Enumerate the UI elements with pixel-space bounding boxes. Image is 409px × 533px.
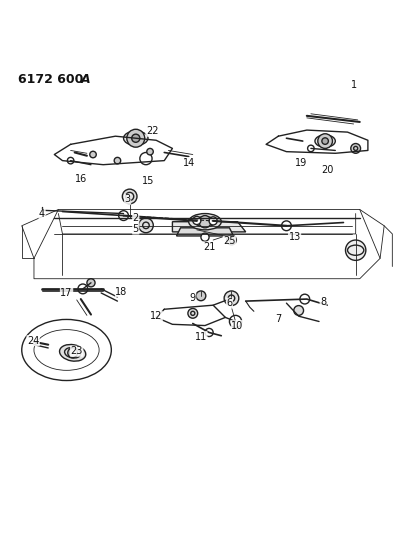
Text: 1: 1 [350,80,356,90]
Text: 5: 5 [133,224,139,234]
Text: 6172 600: 6172 600 [18,73,87,86]
Circle shape [138,218,153,233]
Circle shape [209,217,217,225]
Circle shape [146,148,153,155]
Text: 7: 7 [274,313,281,324]
Circle shape [226,235,236,245]
Text: 16: 16 [74,174,87,184]
Circle shape [67,157,74,164]
Text: 23: 23 [70,346,83,356]
Text: 17: 17 [60,288,72,298]
Circle shape [299,294,309,304]
Circle shape [87,279,95,287]
Text: 15: 15 [142,176,154,186]
Text: 8: 8 [319,297,326,308]
Text: 21: 21 [202,242,215,252]
Text: 14: 14 [182,158,194,168]
Circle shape [192,216,200,224]
Circle shape [293,305,303,316]
Text: 12: 12 [150,311,162,321]
Circle shape [224,291,238,305]
Circle shape [131,134,139,142]
Circle shape [229,316,241,328]
Circle shape [204,328,213,336]
Circle shape [90,151,96,158]
Text: 22: 22 [146,126,158,136]
Text: 24: 24 [27,336,39,345]
Circle shape [67,348,77,358]
Text: 25: 25 [222,236,235,246]
Circle shape [126,130,144,147]
Ellipse shape [188,214,221,230]
Circle shape [78,284,88,294]
Text: 3: 3 [124,195,130,204]
Text: 20: 20 [320,165,333,175]
Text: 19: 19 [294,158,306,168]
Polygon shape [176,228,233,236]
Text: 9: 9 [189,293,196,303]
Circle shape [114,157,120,164]
Ellipse shape [59,344,85,361]
Text: 4: 4 [39,209,45,220]
Text: 11: 11 [194,332,207,342]
Circle shape [281,221,291,231]
Circle shape [196,291,205,301]
Circle shape [118,211,128,221]
Circle shape [345,240,365,261]
Circle shape [139,152,152,165]
Circle shape [350,143,360,154]
Circle shape [187,309,197,318]
Polygon shape [172,222,245,232]
Circle shape [198,215,211,228]
Text: 10: 10 [231,320,243,330]
Ellipse shape [314,135,335,147]
Circle shape [122,189,137,204]
Circle shape [321,138,328,144]
Circle shape [317,134,332,148]
Text: 13: 13 [288,232,300,242]
Text: 18: 18 [115,287,127,297]
Text: 6: 6 [226,298,232,308]
Ellipse shape [123,131,148,146]
Circle shape [200,233,209,241]
Text: A: A [81,73,90,86]
Text: 2: 2 [133,213,139,223]
Circle shape [307,145,313,152]
